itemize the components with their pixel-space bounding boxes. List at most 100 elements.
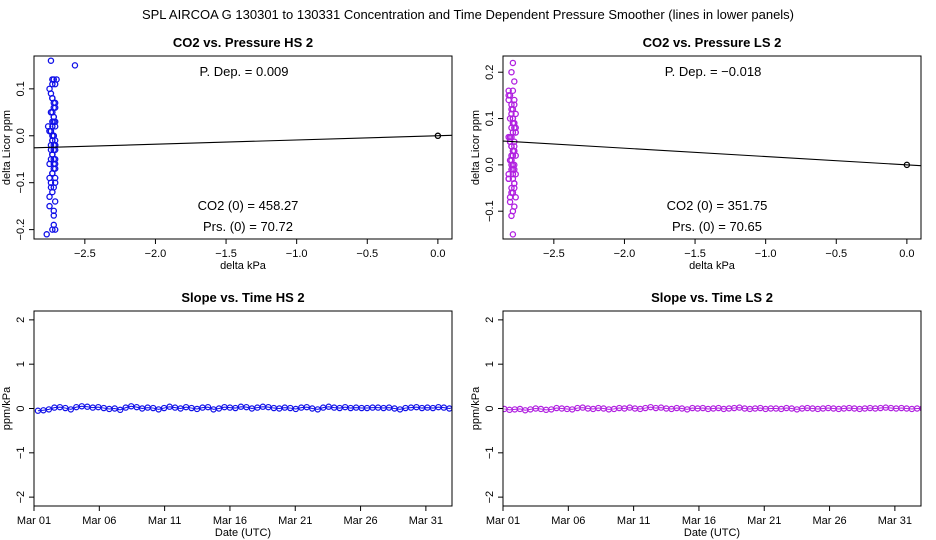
y-tick-label: −0.1 [484,200,496,222]
annotation-p-dep: P. Dep. = 0.009 [199,64,288,79]
y-axis-label: ppm/kPa [1,386,13,430]
chart-ls_time: Slope vs. Time LS 2 Mar 01 Mar 06 Mar 11 Mar… [470,290,935,539]
y-tick-label: 0.2 [484,65,496,80]
x-tick-label: Mar 16 [213,515,247,527]
y-tick-label: 0.1 [15,81,27,96]
data-point [50,207,58,215]
x-tick-label: Mar 21 [278,515,312,527]
data-point [43,231,50,238]
x-tick-label: −0.5 [825,248,847,260]
data-point [508,68,515,76]
data-point [46,127,53,135]
data-point [511,78,518,85]
annotation-prs-zero: Prs. (0) = 70.72 [203,219,293,234]
annotation-co2-zero: CO2 (0) = 351.75 [667,198,768,213]
origin-point [903,161,911,169]
y-tick-label: 2 [484,317,496,323]
annotation-co2-zero: CO2 (0) = 458.27 [198,198,299,213]
y-tick-label: 1 [484,361,496,367]
x-axis-label: delta kPa [689,260,736,272]
data-point [53,76,60,83]
x-tick-label: Mar 06 [82,515,116,527]
fit-line [503,140,921,167]
data-point [511,101,518,108]
data-point [509,207,517,215]
x-tick-label: −2.5 [74,248,96,260]
data-point [505,87,512,95]
data-point [50,118,58,125]
y-tick-label: 0 [15,405,27,411]
x-tick-label: Mar 31 [409,515,443,527]
chart-ls_pressure: CO2 vs. Pressure LS 2 −2.5 −2.0 −1.5 −1.0 −0.… [470,35,922,272]
x-tick-label: −1.0 [286,248,308,260]
y-tick-label: 0.0 [484,157,496,172]
plot-frame [502,55,922,240]
origin-point [434,132,442,140]
data-point [46,193,53,201]
data-point [49,170,56,177]
data-point [508,133,515,141]
y-tick-label: 2 [15,317,27,323]
y-tick-label: −2 [484,491,496,504]
data-point [508,143,515,150]
x-tick-label: Mar 16 [682,515,716,527]
chart-hs_time: Slope vs. Time HS 2 Mar 01 Mar 06 Mar 11 Mar… [1,290,453,539]
data-point [512,110,519,118]
annotation-p-dep: P. Dep. = −0.018 [665,64,762,79]
x-tick-label: Mar 26 [812,515,846,527]
data-point [50,221,58,229]
data-point [51,141,59,149]
data-point [49,80,56,88]
data-point [511,166,518,173]
x-tick-label: Mar 11 [148,515,181,527]
data-point [49,132,56,140]
chart-hs_pressure: CO2 vs. Pressure HS 2 −2.5 −2.0 −1.5 −1.0 −0.… [1,35,453,272]
data-point [49,151,56,158]
data-point [71,62,79,69]
x-axis-label: Date (UTC) [215,527,271,539]
data-point [512,194,519,201]
y-axis-label: delta Licor ppm [470,110,482,185]
y-tick-label: 1 [15,361,27,367]
chart-title: Slope vs. Time LS 2 [651,290,773,305]
data-point [511,124,518,132]
data-point [930,406,935,411]
data-point [509,59,517,67]
x-tick-label: −2.0 [145,248,167,260]
x-tick-label: 0.0 [899,248,914,260]
data-point [47,57,55,64]
x-axis-label: Date (UTC) [684,527,740,539]
plot-area [34,57,452,238]
chart-title: CO2 vs. Pressure LS 2 [643,35,782,50]
data-point [505,170,512,178]
x-tick-label: Mar 31 [878,515,912,527]
data-point [51,104,59,111]
x-tick-label: Mar 01 [486,515,520,527]
y-tick-label: −2 [15,491,27,504]
data-point [451,405,452,409]
figure-title: SPL AIRCOA G 130301 to 130331 Concentrat… [142,7,794,22]
y-axis-label: ppm/kPa [470,386,482,430]
fit-line [34,134,452,149]
plot-area [503,403,935,414]
data-point [925,406,930,411]
chart-title: CO2 vs. Pressure HS 2 [173,35,313,50]
data-point [506,194,514,201]
y-axis-label: delta Licor ppm [1,110,13,185]
data-point [509,87,517,95]
annotation-prs-zero: Prs. (0) = 70.65 [672,219,762,234]
x-tick-label: −1.0 [755,248,777,260]
y-tick-label: 0 [484,405,496,411]
x-tick-label: −1.5 [684,248,706,260]
series-line [37,405,452,412]
y-tick-label: −0.1 [15,172,27,194]
chart-title: Slope vs. Time HS 2 [181,290,304,305]
data-point [46,174,53,182]
data-point [51,179,59,186]
x-tick-label: Mar 11 [617,515,650,527]
x-tick-label: −1.5 [215,248,237,260]
data-point [509,152,517,159]
y-tick-label: −0.2 [15,219,27,241]
data-point [46,202,53,210]
